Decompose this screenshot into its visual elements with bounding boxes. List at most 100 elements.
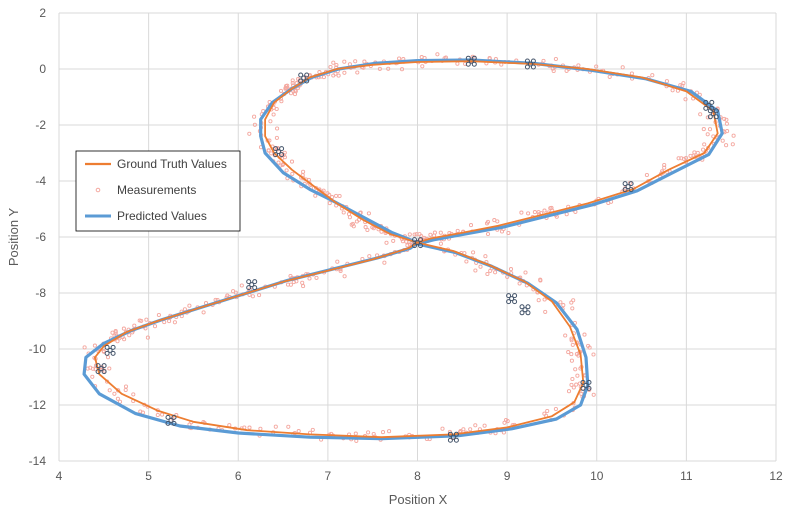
measurement-point [688,153,693,158]
measurement-point [115,339,120,344]
measurement-point [321,188,326,193]
measurement-point [473,268,478,273]
measurement-point [542,297,547,302]
predicted-marker [273,146,285,158]
measurement-point [167,319,172,324]
x-tick-label: 12 [769,469,783,483]
measurement-point [508,267,514,272]
measurement-point [366,211,371,216]
y-tick-label: -2 [35,118,46,132]
measurement-point [257,293,262,298]
marker-dot [586,379,592,385]
x-axis-title: Position X [389,492,448,507]
measurement-point [384,240,389,245]
marker-dot [519,304,525,310]
measurement-point [662,162,667,168]
predicted-marker [165,414,177,426]
measurement-point [290,78,295,83]
measurement-point [683,97,688,102]
marker-dot [512,299,518,305]
legend: Ground Truth Values Measurements Predict… [75,150,241,232]
measurement-point [591,352,596,357]
measurement-point [336,73,341,78]
marker-dot [418,237,423,243]
measurement-point [113,330,118,335]
measurement-point [327,201,332,206]
y-axis-title: Position Y [6,208,21,267]
measurement-point [172,320,177,325]
measurement-point [239,283,244,288]
marker-dot [530,64,536,70]
measurement-point [387,429,392,434]
measurement-point [695,150,700,155]
predicted-marker [104,344,116,356]
marker-dot [171,414,177,420]
marker-dot [713,114,719,120]
x-tick-label: 6 [235,469,242,483]
predicted-marker [580,379,592,391]
measurement-point [724,117,729,122]
measurement-point [701,127,706,132]
predicted-marker [524,58,536,70]
measurement-point [279,99,284,104]
measurement-point [266,148,271,153]
y-tick-labels: 2 0 -2 -4 -6 -8 -10 -12 -14 [29,6,47,468]
measurement-point [280,162,285,168]
measurement-point [377,66,382,71]
measurement-point [553,406,558,412]
measurement-point [252,114,257,119]
measurement-point [397,56,402,61]
x-tick-label: 9 [504,469,511,483]
measurement-point [321,75,326,80]
measurement-point [152,324,158,329]
marker-dot [107,347,113,353]
measurement-point [698,112,703,117]
ground-truth-line [94,60,719,439]
measurement-point [461,427,466,432]
measurement-point [579,391,584,396]
marker-dot [101,369,107,375]
x-tick-label: 11 [680,469,693,483]
measurement-point [730,142,735,147]
measurement-point [471,250,476,255]
measurement-point [307,276,312,281]
measurement-point [570,342,575,347]
measurement-point [247,425,252,430]
measurement-point [644,172,649,178]
measurement-point [650,73,655,78]
measurement-point [132,323,137,328]
measurement-point [720,138,725,143]
marker-dot [471,55,477,61]
measurement-point [362,59,367,64]
measurement-point [545,408,550,414]
measurement-point [561,303,566,308]
measurement-point [187,303,192,308]
measurement-point [569,382,574,387]
measurement-point [276,160,281,165]
legend-label-ground-truth: Ground Truth Values [117,157,227,171]
measurement-point [275,126,280,131]
measurement-point [432,230,437,235]
measurement-point [724,121,729,126]
measurement-point [353,431,358,436]
measurement-point [620,65,625,70]
measurement-point [455,228,460,233]
measurement-point [570,306,575,311]
measurement-point [290,171,295,176]
x-tick-label: 5 [145,469,152,483]
measurement-point [564,68,569,73]
measurement-point [90,366,96,371]
measurement-point [412,232,417,237]
predicted-marker [506,293,518,305]
measurement-point [569,300,574,305]
measurement-point [576,63,581,68]
measurement-point [575,373,580,378]
measurement-point [250,294,255,299]
measurement-point [273,424,278,429]
measurement-point [341,210,346,215]
measurement-point [371,431,376,437]
measurement-point [553,56,558,62]
measurement-point [366,430,371,435]
measurement-point [92,355,97,360]
